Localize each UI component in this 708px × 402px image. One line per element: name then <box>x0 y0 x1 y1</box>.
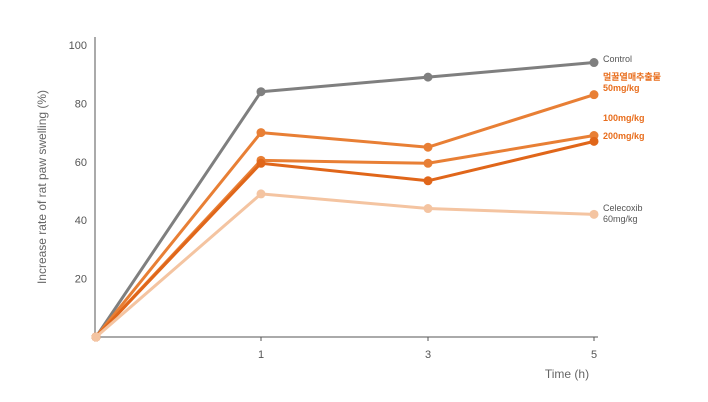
x-tick-label: 1 <box>258 349 264 361</box>
data-point <box>91 332 101 342</box>
data-point <box>589 136 599 146</box>
series-label: Control <box>603 54 632 64</box>
data-point <box>256 87 266 97</box>
series-label: 50mg/kg <box>603 83 640 93</box>
series-line <box>94 139 596 339</box>
x-tick-label: 5 <box>591 349 597 361</box>
data-point <box>256 158 266 168</box>
data-point <box>423 204 433 214</box>
y-tick-group: 20 40 60 80 100 <box>69 40 87 286</box>
y-tick-label: 100 <box>69 40 87 52</box>
series-label: 100mg/kg <box>603 113 645 123</box>
series-line <box>94 192 596 339</box>
data-point <box>256 128 266 138</box>
series-label: 60mg/kg <box>603 214 638 224</box>
series-line <box>94 134 596 339</box>
y-tick-label: 60 <box>75 157 87 169</box>
series-1 <box>91 90 599 342</box>
data-point <box>589 58 599 68</box>
y-tick-label: 40 <box>75 215 87 227</box>
x-tick-label: 3 <box>425 349 431 361</box>
data-point <box>423 142 433 152</box>
series-3 <box>91 136 599 342</box>
series-label: 200mg/kg <box>603 131 645 141</box>
series-label: 멀꿀열매추출물 <box>603 71 661 82</box>
y-tick-label: 80 <box>75 98 87 110</box>
series-line <box>94 93 596 339</box>
series-group <box>91 58 599 342</box>
x-axis-title: Time (h) <box>545 367 589 381</box>
data-point <box>423 176 433 186</box>
data-point <box>256 189 266 199</box>
x-tick-group: 1 3 5 <box>258 337 597 361</box>
series-line <box>94 61 596 339</box>
series-label: Celecoxib <box>603 203 643 213</box>
series-2 <box>91 131 599 342</box>
data-point <box>589 209 599 219</box>
data-point <box>423 158 433 168</box>
series-4 <box>91 189 599 342</box>
data-point <box>423 72 433 82</box>
data-point <box>589 90 599 100</box>
y-tick-label: 20 <box>75 274 87 286</box>
y-axis-title: Increase rate of rat paw swelling (%) <box>35 90 49 284</box>
